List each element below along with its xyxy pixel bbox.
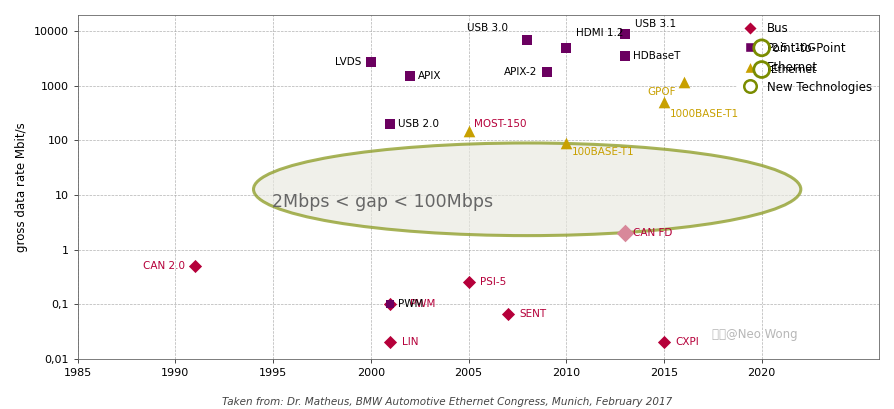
Point [364, 58, 378, 65]
Text: 知乎@Neo Wong: 知乎@Neo Wong [712, 328, 797, 341]
Text: USB 2.0: USB 2.0 [398, 119, 439, 129]
Y-axis label: gross data rate Mbit/s: gross data rate Mbit/s [15, 122, 28, 252]
Text: USB 3.0: USB 3.0 [467, 22, 508, 33]
Text: 1000BASE-T1: 1000BASE-T1 [670, 109, 739, 119]
Text: 100BASE-T1: 100BASE-T1 [572, 147, 635, 157]
Text: CXPI: CXPI [676, 337, 699, 347]
Point [384, 301, 398, 307]
Text: PWM: PWM [409, 299, 435, 309]
Point [677, 79, 691, 85]
Text: 2.5..10G: 2.5..10G [772, 43, 816, 53]
Point [501, 311, 515, 317]
Legend: Bus, Point-to-Point, Ethernet, New Technologies: Bus, Point-to-Point, Ethernet, New Techn… [734, 17, 877, 98]
Text: HDMI 1.2: HDMI 1.2 [576, 28, 623, 38]
Text: USB 3.1: USB 3.1 [635, 19, 676, 29]
Point [461, 128, 476, 134]
Point [755, 66, 769, 73]
Text: 2Mbps < gap < 100Mbps: 2Mbps < gap < 100Mbps [272, 193, 493, 211]
Point [559, 45, 573, 51]
Point [657, 339, 671, 346]
Point [755, 45, 769, 51]
Text: CAN 2.0: CAN 2.0 [143, 261, 185, 271]
Point [618, 31, 632, 37]
Point [461, 279, 476, 285]
Point [402, 73, 417, 80]
Text: Ethernet: Ethernet [772, 65, 816, 74]
Text: GPOF: GPOF [647, 87, 676, 97]
Text: PSI-5: PSI-5 [480, 277, 507, 288]
Text: MOST-150: MOST-150 [475, 119, 527, 129]
Point [559, 140, 573, 146]
Text: LVDS: LVDS [334, 56, 361, 67]
Point [384, 339, 398, 346]
Point [384, 121, 398, 127]
Text: APIX: APIX [417, 71, 442, 81]
Point [540, 69, 554, 75]
Text: SENT: SENT [519, 309, 546, 319]
Text: LIN: LIN [402, 337, 418, 347]
Point [384, 301, 398, 307]
Point [618, 230, 632, 236]
Text: APIX-2: APIX-2 [503, 67, 537, 77]
Text: HDBaseT: HDBaseT [633, 51, 680, 61]
Point [520, 36, 535, 43]
Text: CAN FD: CAN FD [633, 228, 672, 238]
Point [657, 99, 671, 106]
Ellipse shape [254, 143, 801, 236]
Text: PWM: PWM [398, 299, 424, 309]
Point [618, 53, 632, 60]
Text: Taken from: Dr. Matheus, BMW Automotive Ethernet Congress, Munich, February 2017: Taken from: Dr. Matheus, BMW Automotive … [222, 397, 672, 407]
Point [188, 263, 202, 269]
